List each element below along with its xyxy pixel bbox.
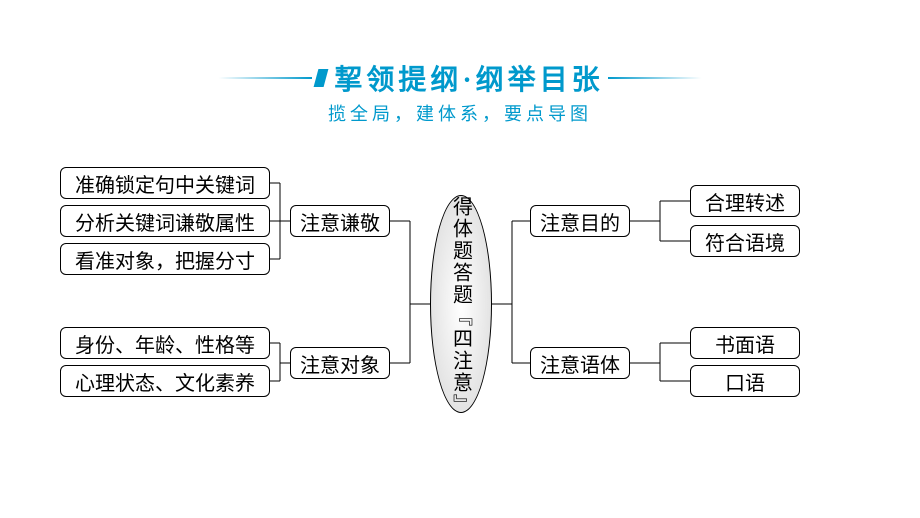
title-marker-icon <box>314 69 329 87</box>
title-row: 挈领提纲·纲举目张 <box>0 58 920 98</box>
divider-line-left <box>0 77 312 79</box>
node-right-leaf: 合理转述 <box>690 185 800 217</box>
mindmap-diagram: 得体题答题『四注意』 注意谦敬注意对象 准确锁定句中关键词分析关键词谦敬属性看准对象… <box>60 155 860 453</box>
divider-line-right <box>608 77 920 79</box>
page-header: 挈领提纲·纲举目张 揽全局，建体系，要点导图 <box>0 58 920 126</box>
node-left-leaf: 心理状态、文化素养 <box>60 365 270 397</box>
node-left-leaf: 分析关键词谦敬属性 <box>60 205 270 237</box>
node-left-l2: 注意谦敬 <box>290 205 390 237</box>
node-right-leaf: 口语 <box>690 365 800 397</box>
node-left-l2: 注意对象 <box>290 347 390 379</box>
node-right-l2: 注意目的 <box>530 205 630 237</box>
page-title: 挈领提纲·纲举目张 <box>334 58 603 98</box>
node-left-leaf: 身份、年龄、性格等 <box>60 327 270 359</box>
node-right-leaf: 书面语 <box>690 327 800 359</box>
center-node: 得体题答题『四注意』 <box>430 195 492 413</box>
node-left-leaf: 准确锁定句中关键词 <box>60 167 270 199</box>
node-right-l2: 注意语体 <box>530 347 630 379</box>
page-subtitle: 揽全局，建体系，要点导图 <box>0 100 920 126</box>
node-left-leaf: 看准对象，把握分寸 <box>60 243 270 275</box>
node-right-leaf: 符合语境 <box>690 225 800 257</box>
